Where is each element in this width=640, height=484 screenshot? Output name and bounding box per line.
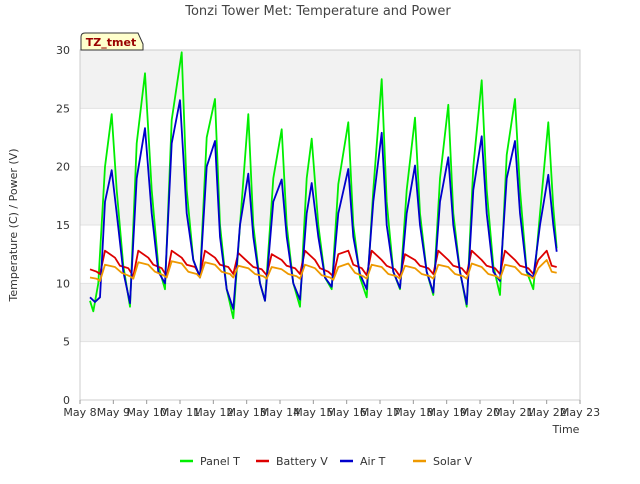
chart-title: Tonzi Tower Met: Temperature and Power [184, 4, 451, 19]
x-tick-label: May 12 [193, 406, 233, 419]
legend-label-battery-v: Battery V [276, 455, 328, 468]
x-tick-label: May 15 [293, 406, 333, 419]
x-tick-label: May 18 [393, 406, 433, 419]
x-tick-label: May 11 [160, 406, 200, 419]
y-axis-ticks: 0 5 10 15 20 25 30 [56, 44, 70, 407]
x-tick-label: May 14 [260, 406, 300, 419]
y-axis-label: Temperature (C) / Power (V) [7, 148, 20, 302]
x-tick-label: May 13 [227, 406, 267, 419]
y-tick-label: 30 [56, 44, 70, 57]
x-tick-label: May 20 [460, 406, 500, 419]
series-line-air-t [89, 99, 558, 310]
y-tick-label: 0 [63, 394, 70, 407]
plot-band [80, 108, 580, 167]
y-tick-label: 20 [56, 161, 70, 174]
y-tick-label: 15 [56, 219, 70, 232]
plot-bands [80, 50, 580, 400]
x-tick-label: May 17 [360, 406, 400, 419]
badge-shape [80, 32, 144, 51]
badge-label: TZ_tmet [86, 36, 136, 49]
plot-band [80, 341, 580, 400]
x-tick-label: May 21 [493, 406, 533, 419]
x-axis-label: Time [552, 423, 580, 436]
station-badge: TZ_tmet [80, 32, 144, 51]
x-tick-label: May 16 [327, 406, 367, 419]
x-tick-label: May 23 [560, 406, 600, 419]
x-tick-label: May 19 [427, 406, 467, 419]
y-tick-label: 25 [56, 102, 70, 115]
legend-label-solar-v: Solar V [433, 455, 473, 468]
legend-label-panel-t: Panel T [200, 455, 240, 468]
legend-label-air-t: Air T [360, 455, 386, 468]
series-line-panel-t [89, 51, 558, 320]
x-tick-label: May 9 [97, 406, 130, 419]
y-tick-label: 10 [56, 277, 70, 290]
series-lines [89, 51, 558, 320]
legend: Panel T Battery V Air T Solar V [180, 455, 473, 468]
plot-band [80, 283, 580, 342]
plot-band [80, 50, 580, 109]
x-tick-label: May 22 [527, 406, 567, 419]
x-tick-label: May 10 [127, 406, 167, 419]
plot-band [80, 166, 580, 225]
x-tick-label: May 8 [63, 406, 96, 419]
y-tick-label: 5 [63, 336, 70, 349]
series-line-solar-v [89, 259, 557, 282]
plot-frame [79, 49, 581, 401]
